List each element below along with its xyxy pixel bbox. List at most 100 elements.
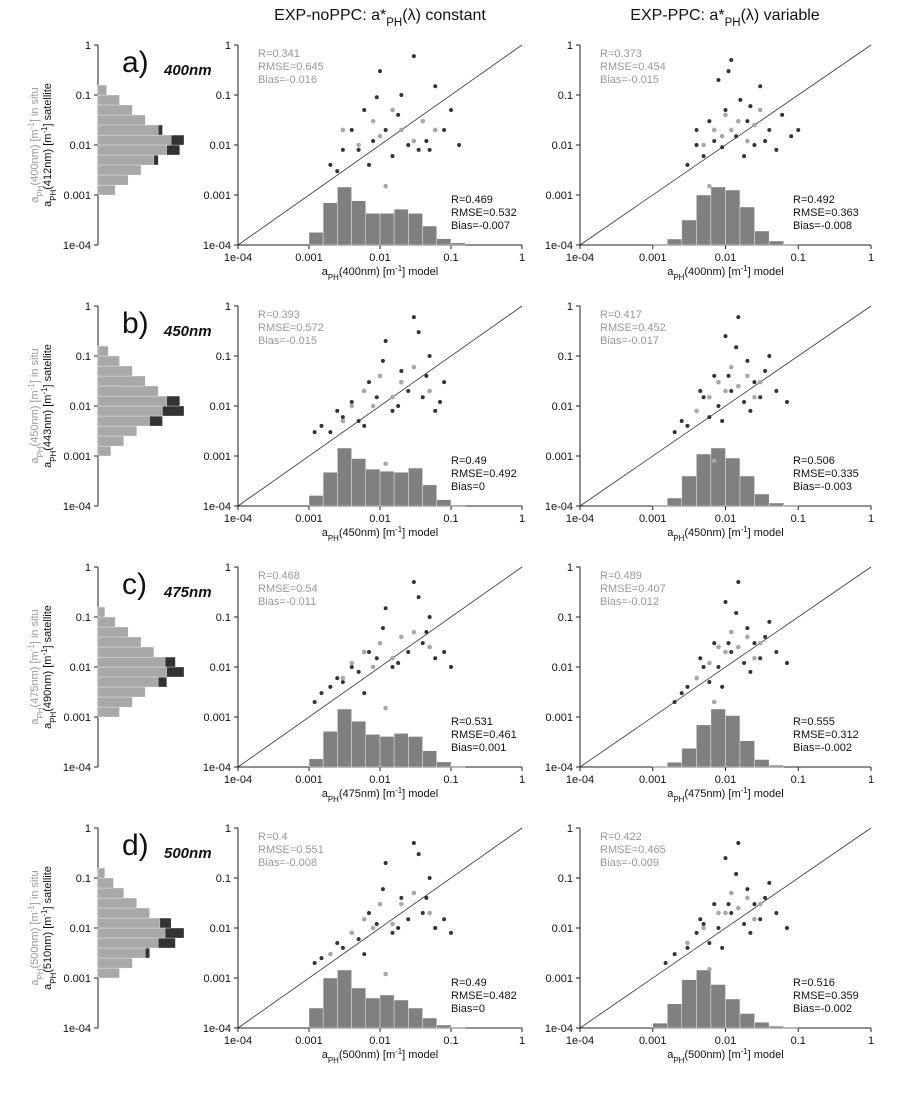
y-label-insitu-part: (475nm) [m [29,651,41,707]
x-tick-label: 1e-04 [566,1035,594,1047]
in_situ-point [349,403,355,409]
satellite-point [340,415,345,420]
satellite-point [390,665,395,669]
model-hist-bar [436,761,452,768]
x-axis-label-part: PH [328,795,339,804]
satellite-point [748,408,753,413]
x-tick-label: 0.1 [443,774,458,786]
model-hist-bar [436,1024,452,1029]
y-tick-label: 1e-04 [203,240,231,252]
y-label-insitu-part: -1 [27,905,36,913]
satellite-point [367,380,372,385]
y-label-satellite-part: ] satellite [42,83,54,126]
in_situ-point [707,183,712,189]
model-hist-bar [379,994,395,1029]
y-tick-label: 1 [85,823,91,835]
model-hist-bar [725,189,741,246]
model-hist-bar [436,499,452,507]
in_situ-point [411,629,417,635]
satellite-point [789,134,794,139]
x-tick-label: 1 [519,1035,525,1047]
satellite-point [694,127,699,132]
in_situ-point [390,107,395,113]
satellite-point [679,419,684,424]
stat-satellite: Bias=-0.003 [793,481,852,493]
y-tick-label: 0.01 [70,662,91,674]
y-tick-label: 1e-04 [545,1023,573,1035]
y-tick-label: 0.001 [203,190,231,202]
model-hist-bar [725,457,741,507]
satellite-point [685,423,690,428]
panel-label: b) [122,307,149,340]
satellite-point [752,380,757,385]
y-tick-label: 1e-04 [203,501,231,513]
satellite-point [720,684,725,689]
in_situ-point [361,388,367,394]
in_situ-point [723,388,728,394]
in_situ-point [383,183,388,189]
in_situ-bar [97,395,167,407]
in_situ-bar [97,375,146,387]
satellite-point [457,143,462,147]
stat-insitu: RMSE=0.551 [258,844,324,856]
y-label-satellite: aPH(443nm) [m-1] satellite [40,344,58,468]
in_situ-point [707,966,712,972]
in_situ-point [694,675,699,681]
x-tick-label: 0.001 [639,1035,667,1047]
in_situ-bar [97,355,120,367]
satellite-point [679,691,684,696]
model-hist-bar [783,1026,799,1029]
satellite-point [742,922,747,927]
satellite-point [712,139,717,144]
satellite-point [380,626,385,631]
x-axis-label-part: -1 [741,525,749,534]
in_situ-bar [97,676,159,688]
x-tick-label: 1 [868,1035,874,1047]
satellite-point [723,334,728,339]
x-tick-label: 0.01 [369,774,390,786]
model-hist-bar [739,206,755,246]
model-hist-bar [681,219,697,246]
x-tick-label: 1e-04 [566,513,594,525]
x-axis-label-part: -1 [741,264,749,273]
satellite-point [349,127,354,132]
x-axis-label-part: PH [673,1056,684,1065]
stat-insitu: Bias=-0.008 [258,857,317,869]
y-tick-label: 0.1 [558,873,573,885]
model-hist-bar [436,238,452,246]
y-label-insitu-part: (450nm) [m [29,390,41,446]
x-axis-label: aPH(450nm) [m-1] model [322,525,438,543]
x-tick-label: 0.001 [295,774,323,786]
stat-insitu: RMSE=0.572 [258,322,324,334]
satellite-point [424,373,429,378]
x-tick-label: 1 [868,252,874,264]
model-hist-bar [739,740,755,768]
in_situ-point [349,660,355,666]
satellite-point [726,373,731,378]
in_situ-bar [97,84,107,96]
in_situ-point [370,118,376,124]
satellite-point [416,595,421,600]
satellite-point [340,147,345,152]
satellite-point [752,641,757,646]
y-tick-label: 1e-04 [545,240,573,252]
satellite-point [742,154,747,159]
one-to-one-line [579,44,872,246]
model-hist-bar [652,765,668,768]
y-tick-label: 0.01 [210,140,231,152]
y-tick-label: 0.001 [203,973,231,985]
stat-insitu: Bias=-0.009 [600,857,659,869]
satellite-point [367,162,372,167]
in_situ-bar [97,867,106,879]
model-hist-bar [667,762,683,768]
x-tick-label: 0.1 [443,1035,458,1047]
satellite-point [716,665,721,669]
stat-insitu: R=0.4 [258,831,288,843]
satellite-point [729,58,734,63]
x-axis-label-part: (500nm) [m [339,1049,395,1061]
model-hist-bar [408,213,423,246]
stat-insitu: R=0.373 [600,48,642,60]
model-hist-bar [667,1003,683,1029]
y-label-insitu-part: ] in situ [29,609,41,644]
in_situ-point [716,644,721,650]
